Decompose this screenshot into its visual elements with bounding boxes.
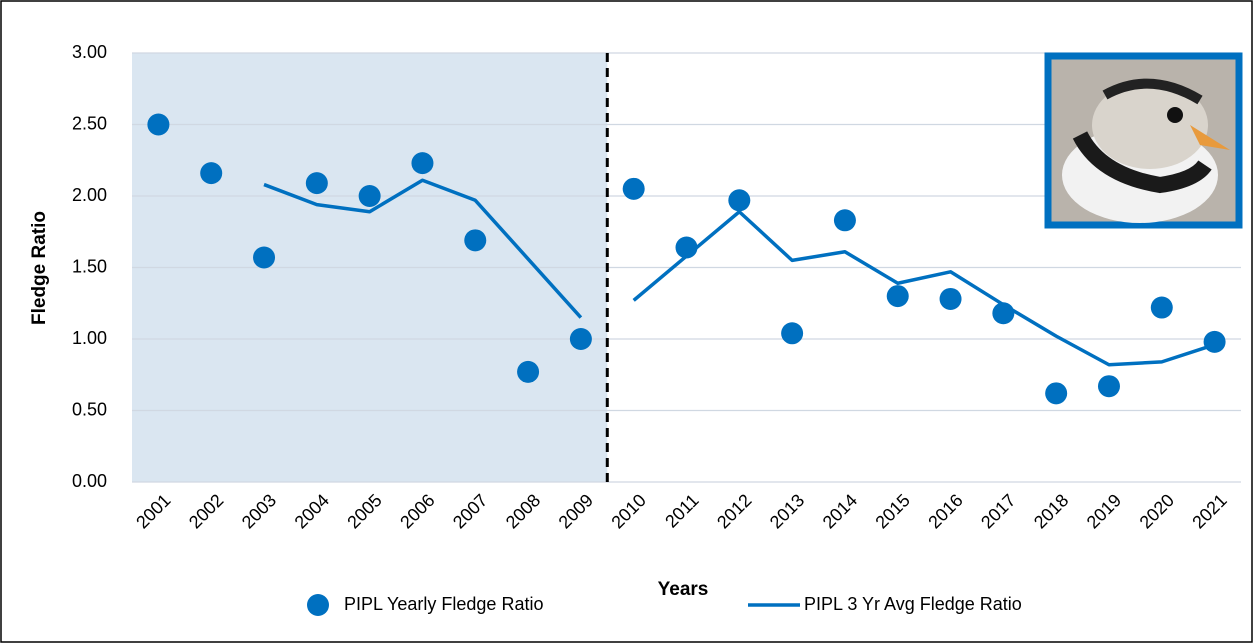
point [464,229,486,251]
point [306,172,328,194]
y-tick-label: 1.50 [72,256,107,276]
point [1045,382,1067,404]
point [200,162,222,184]
legend-label: PIPL Yearly Fledge Ratio [344,594,543,614]
legend-label: PIPL 3 Yr Avg Fledge Ratio [804,594,1022,614]
point [728,189,750,211]
y-tick-label: 0.00 [72,471,107,491]
point [781,322,803,344]
chart: 0.000.501.001.502.002.503.00200120022003… [0,0,1253,643]
point [1204,331,1226,353]
point [517,361,539,383]
y-axis-title: Fledge Ratio [29,211,50,325]
point [623,178,645,200]
bird-eye [1167,107,1183,123]
point [570,328,592,350]
y-tick-label: 1.00 [72,328,107,348]
y-tick-label: 2.00 [72,185,107,205]
y-tick-label: 3.00 [72,42,107,62]
point [940,288,962,310]
y-tick-label: 2.50 [72,113,107,133]
point [253,246,275,268]
point [411,152,433,174]
point [887,285,909,307]
point [1098,375,1120,397]
point [1151,297,1173,319]
y-tick-label: 0.50 [72,399,107,419]
point [359,185,381,207]
point [834,209,856,231]
point [147,114,169,136]
legend-swatch [307,594,329,616]
inset-photo [1048,56,1239,225]
x-axis-title: Years [658,579,709,600]
